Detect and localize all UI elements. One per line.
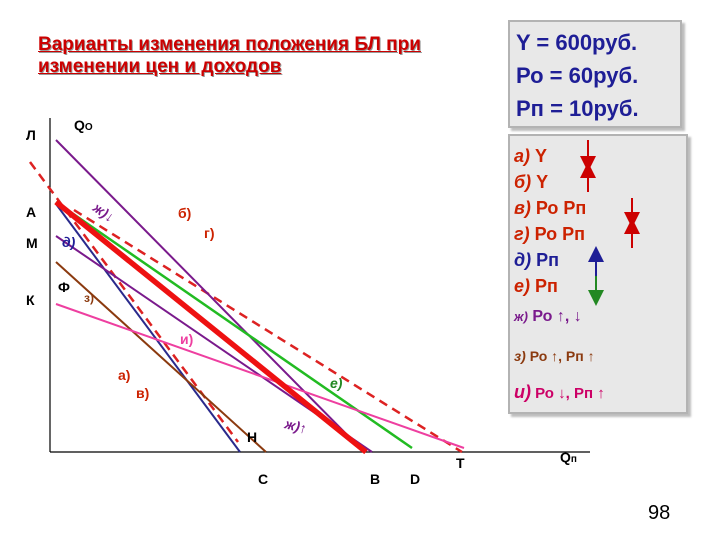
line-navy <box>55 203 241 453</box>
label-v: в) <box>136 385 149 401</box>
label-zh-up: ж)↑ <box>282 415 308 436</box>
line-brown <box>55 261 267 453</box>
legend-item-zh: ж) Ро ↑, ↓ <box>514 308 582 325</box>
point-label-f: Ф <box>58 279 70 295</box>
line-b-dashed <box>73 208 463 454</box>
legend-item-d: д) Рп <box>514 250 560 270</box>
point-label-d: D <box>410 471 420 487</box>
legend-item-v: в) Ро Рп <box>514 198 587 218</box>
price-o-value: Ро = 60руб. <box>516 63 639 88</box>
line-l <box>55 139 365 453</box>
price-p-value: Рп = 10руб. <box>516 96 639 121</box>
point-label-m: М <box>26 235 38 251</box>
legend-item-z: з) Ро ↑, Рп ↑ <box>514 348 595 364</box>
point-label-t: Т <box>456 455 465 471</box>
label-g: г) <box>204 225 215 241</box>
point-label-k: К <box>26 292 35 308</box>
label-a: а) <box>118 367 130 383</box>
legend-box: а) Y б) Y в) Ро Рп г) Ро Рп д) Рп е) Рп … <box>508 134 688 414</box>
legend-item-b: б) Y <box>514 172 549 192</box>
label-d: д) <box>62 234 76 250</box>
y-axis-title: QО <box>74 117 93 133</box>
legend-item-a: а) Y <box>514 146 548 166</box>
point-label-v: В <box>370 471 380 487</box>
income-value: Y = 600руб. <box>516 30 638 55</box>
point-label-s: С <box>258 471 268 487</box>
given-values-box: Y = 600руб. Ро = 60руб. Рп = 10руб. <box>508 20 682 128</box>
point-label-n: Н <box>247 429 257 445</box>
legend-item-i: и) Ро ↓, Рп ↑ <box>514 382 605 402</box>
point-label-l: Л <box>26 127 36 143</box>
label-b: б) <box>178 205 191 221</box>
legend-item-g: г) Ро Рп <box>514 224 586 244</box>
line-pink <box>55 303 465 449</box>
label-z: з) <box>84 291 94 305</box>
legend-arrows <box>580 140 640 306</box>
slide-title: Варианты изменения положения БЛ при изме… <box>38 34 421 77</box>
line-base <box>54 199 368 455</box>
slide-number: 98 <box>648 502 671 524</box>
line-green <box>55 200 413 450</box>
legend-item-e: е) Рп <box>514 276 558 296</box>
label-e: е) <box>330 375 343 391</box>
point-label-a: А <box>26 204 36 220</box>
label-i: и) <box>180 331 193 347</box>
x-axis-title: Qп <box>560 449 577 465</box>
